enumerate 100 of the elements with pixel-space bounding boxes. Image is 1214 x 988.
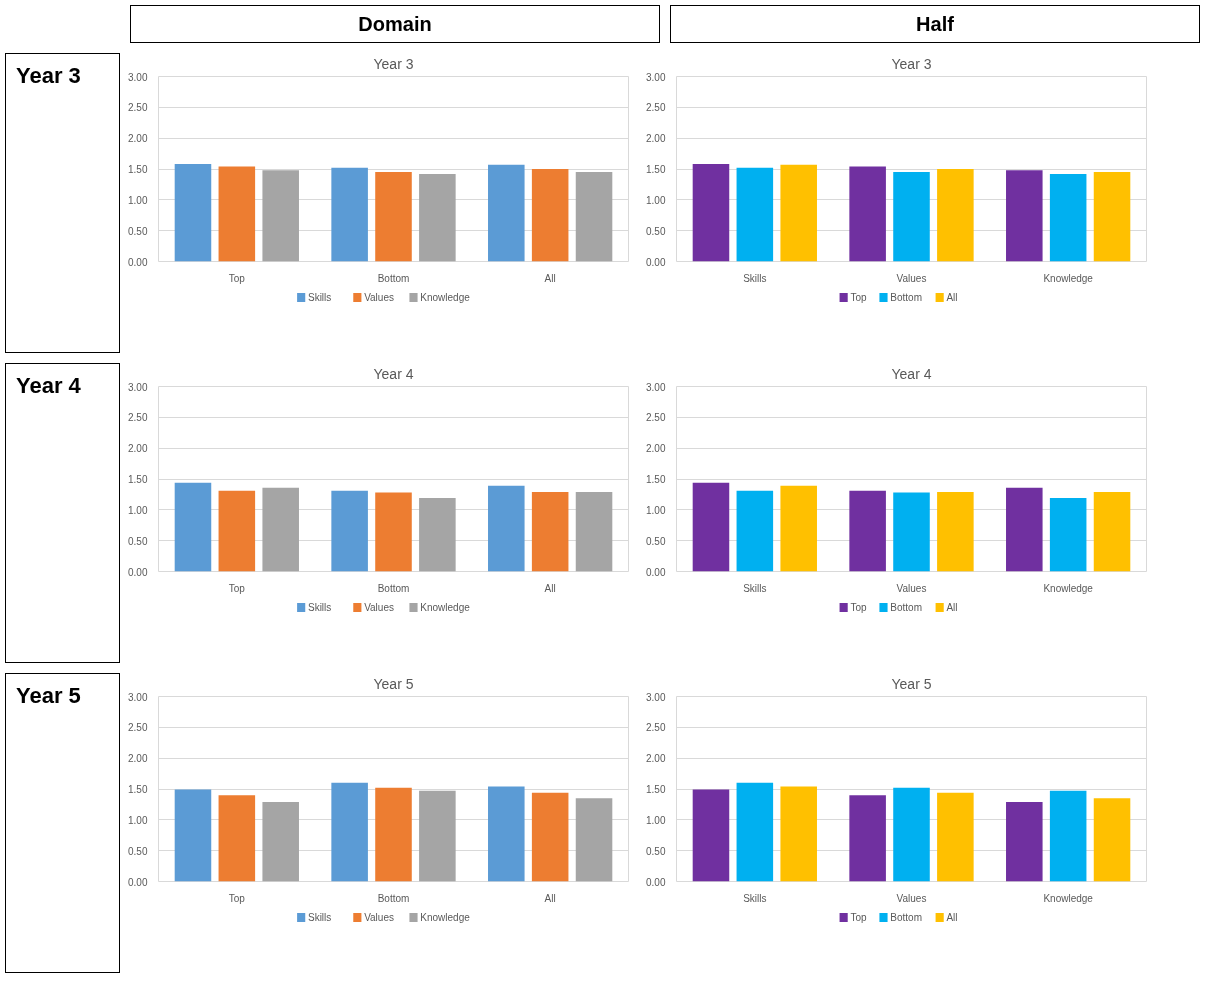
bar (1049, 498, 1087, 572)
y-tick-label: 0.00 (128, 876, 148, 888)
bar (218, 795, 256, 882)
legend-label: Top (850, 602, 867, 613)
y-tick-label: 2.00 (128, 443, 148, 455)
bar (331, 782, 368, 882)
chart-title: Year 5 (373, 675, 414, 692)
y-tick-label: 1.50 (128, 164, 148, 175)
bar (419, 790, 456, 882)
bar (937, 792, 974, 882)
bar (1093, 798, 1131, 882)
y-tick-label: 0.50 (646, 535, 666, 547)
y-tick-label: 0.50 (128, 535, 148, 547)
bar (1093, 172, 1131, 262)
y-tick-label: 2.00 (646, 133, 666, 145)
x-tick-label: Values (896, 892, 927, 904)
x-tick-label: Bottom (377, 582, 410, 594)
bar (937, 491, 974, 572)
text: Year 4 (16, 372, 81, 400)
y-tick-label: 0.50 (646, 225, 666, 237)
chart-title: Year 4 (373, 365, 414, 382)
y-tick-label: 1.00 (128, 504, 148, 516)
y-tick-label: 2.50 (646, 102, 666, 114)
y-tick-label: 0.00 (646, 256, 666, 268)
bar (262, 487, 299, 572)
x-tick-label: Top (228, 892, 246, 904)
y-tick-label: 0.50 (128, 845, 148, 857)
bar (262, 170, 299, 262)
x-tick-label: All (544, 892, 556, 904)
y-tick-label: 1.50 (646, 784, 666, 795)
bar (531, 169, 569, 262)
bar (1049, 173, 1087, 262)
legend-label: Knowledge (420, 292, 471, 303)
legend-label: Skills (307, 292, 332, 303)
x-tick-label: Knowledge (1043, 582, 1094, 594)
y-tick-label: 2.50 (128, 722, 148, 734)
bar (174, 164, 212, 262)
bar (575, 491, 613, 572)
x-tick-label: Top (228, 582, 246, 594)
legend-label: All (946, 602, 958, 613)
bar (893, 787, 930, 882)
y-tick-label: 2.50 (646, 722, 666, 734)
legend-label: Values (364, 912, 394, 923)
y-tick-label: 0.00 (646, 876, 666, 888)
legend-label: Bottom (890, 602, 922, 613)
bar (575, 172, 613, 262)
x-tick-label: Values (896, 582, 927, 594)
bar (893, 492, 930, 572)
bar (780, 485, 817, 572)
y-tick-label: 2.00 (128, 133, 148, 145)
y-tick-label: 2.00 (646, 753, 666, 765)
bar (419, 173, 456, 262)
x-tick-label: Knowledge (1043, 272, 1094, 284)
text: Domain (358, 12, 432, 37)
y-tick-label: 1.00 (646, 814, 666, 826)
y-tick-label: 3.00 (646, 71, 666, 83)
legend-label: All (946, 292, 958, 303)
bar (849, 166, 886, 262)
y-tick-label: 0.00 (646, 566, 666, 578)
bar (692, 482, 730, 572)
x-tick-label: All (544, 272, 556, 284)
bar (736, 782, 774, 882)
chart-title: Year 5 (891, 675, 932, 692)
x-tick-label: Bottom (377, 892, 410, 904)
y-tick-label: 1.50 (128, 474, 148, 485)
y-tick-label: 0.50 (646, 845, 666, 857)
bar (937, 169, 974, 262)
y-tick-label: 0.00 (128, 566, 148, 578)
bar (375, 787, 412, 882)
chart-title: Year 3 (373, 55, 414, 72)
y-tick-label: 1.50 (646, 474, 666, 485)
y-tick-label: 1.00 (646, 194, 666, 206)
x-tick-label: Knowledge (1043, 892, 1094, 904)
y-tick-label: 2.50 (128, 102, 148, 114)
bar (780, 786, 817, 882)
chart-title: Year 4 (891, 365, 932, 382)
bar (375, 492, 412, 572)
y-tick-label: 0.50 (128, 225, 148, 237)
bar (692, 789, 730, 882)
bar (174, 789, 212, 882)
legend-label: Values (364, 292, 394, 303)
bar (174, 482, 212, 572)
bar (488, 786, 525, 882)
y-tick-label: 3.00 (646, 381, 666, 393)
x-tick-label: Skills (743, 272, 767, 284)
legend-label: Bottom (890, 292, 922, 303)
y-tick-label: 2.00 (128, 753, 148, 765)
bar (331, 490, 368, 572)
y-tick-label: 0.00 (128, 256, 148, 268)
y-tick-label: 3.00 (128, 691, 148, 703)
bar (849, 795, 886, 882)
x-tick-label: Values (896, 272, 927, 284)
y-tick-label: 2.00 (646, 443, 666, 455)
y-tick-label: 3.00 (128, 381, 148, 393)
bar (692, 164, 730, 262)
bar (1049, 790, 1087, 882)
x-tick-label: All (544, 582, 556, 594)
y-tick-label: 3.00 (128, 71, 148, 83)
bar (1006, 487, 1043, 572)
legend-label: Skills (307, 912, 332, 923)
